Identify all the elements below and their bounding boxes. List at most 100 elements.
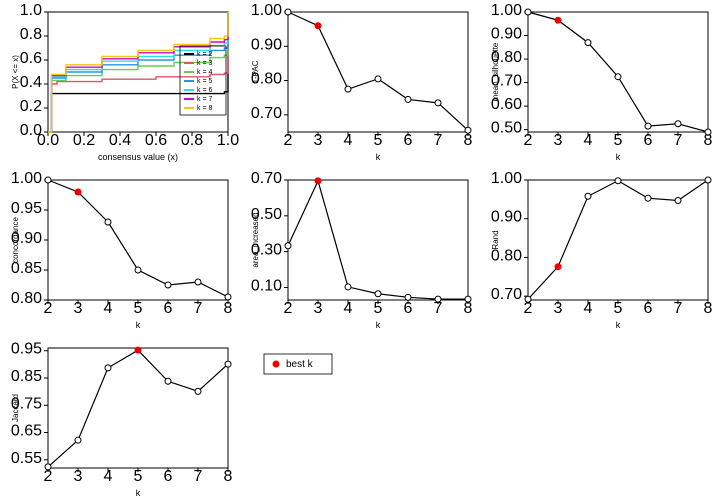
- area-line: [288, 181, 468, 299]
- x-axis-label: consensus value (x): [98, 152, 178, 162]
- y-axis-label: Jaccard: [11, 394, 20, 422]
- plot-frame: [528, 12, 708, 132]
- silhouette-line: [528, 12, 708, 132]
- y-tick-label: 0.95: [11, 341, 42, 358]
- x-tick-label: 4: [584, 300, 593, 317]
- x-tick-label: 5: [614, 300, 623, 317]
- cdf-legend-item: k = 6: [197, 87, 212, 94]
- y-tick-label: 0.8: [20, 26, 42, 43]
- data-point: [195, 388, 201, 394]
- y-tick-label: 0.85: [11, 368, 42, 385]
- x-tick-label: 6: [404, 300, 413, 317]
- data-point: [375, 291, 381, 297]
- y-tick-label: 1.00: [11, 170, 42, 187]
- data-point: [585, 40, 591, 46]
- x-tick-label: 4: [344, 132, 353, 149]
- x-tick-label: 3: [74, 468, 83, 485]
- y-tick-label: 0.90: [251, 36, 282, 53]
- x-tick-label: 5: [134, 300, 143, 317]
- x-tick-label: 8: [464, 132, 473, 149]
- x-tick-label: 6: [644, 300, 653, 317]
- data-point: [465, 127, 471, 133]
- data-point: [645, 123, 651, 129]
- y-tick-label: 0.50: [491, 120, 522, 137]
- cdf-legend-item: k = 7: [197, 96, 212, 103]
- y-tick-label: 0.70: [251, 105, 282, 122]
- x-tick-label: 6: [404, 132, 413, 149]
- x-axis-label: k: [616, 152, 621, 162]
- data-point: [435, 100, 441, 106]
- data-point: [105, 219, 111, 225]
- data-point: [615, 74, 621, 80]
- x-tick-label: 5: [134, 468, 143, 485]
- x-axis-label: k: [376, 320, 381, 330]
- cdf-legend-item: k = 8: [197, 105, 212, 112]
- x-tick-label: 2: [44, 468, 53, 485]
- y-tick-label: 0.4: [20, 74, 42, 91]
- y-tick-label: 0.6: [20, 50, 42, 67]
- x-tick-label: 3: [74, 300, 83, 317]
- data-point: [705, 177, 711, 183]
- x-axis-label: k: [136, 320, 141, 330]
- x-tick-label: 0.2: [73, 132, 95, 149]
- y-axis-label: Rand: [491, 230, 500, 249]
- y-axis-label: mean_silhouette: [491, 42, 500, 101]
- best-k-point: [315, 23, 321, 29]
- y-tick-label: 0.90: [491, 26, 522, 43]
- data-point: [45, 177, 51, 183]
- x-tick-label: 4: [104, 468, 113, 485]
- data-point: [405, 96, 411, 102]
- x-axis-label: k: [376, 152, 381, 162]
- plot-frame: [288, 180, 468, 300]
- y-tick-label: 0.95: [11, 200, 42, 217]
- x-axis-label: k: [616, 320, 621, 330]
- best-k-point: [75, 189, 81, 195]
- x-tick-label: 7: [674, 300, 683, 317]
- y-tick-label: 0.55: [11, 450, 42, 467]
- data-point: [285, 9, 291, 15]
- cdf-legend-item: k = 5: [197, 78, 212, 85]
- y-axis-label: concordance: [11, 217, 20, 263]
- best-k-point: [555, 17, 561, 23]
- data-point: [615, 178, 621, 184]
- plot-frame: [48, 348, 228, 468]
- x-tick-label: 4: [344, 300, 353, 317]
- bestk-legend-label: best k: [286, 359, 314, 370]
- silhouette-panel: 23456780.500.600.700.800.901.00kmean_sil…: [480, 0, 720, 168]
- x-tick-label: 4: [584, 132, 593, 149]
- x-tick-label: 4: [104, 300, 113, 317]
- data-point: [105, 365, 111, 371]
- rand-line: [528, 180, 708, 299]
- y-tick-label: 0.10: [251, 277, 282, 294]
- x-tick-label: 3: [314, 300, 323, 317]
- pac-line: [288, 12, 468, 130]
- concordance-panel: 23456780.800.850.900.951.00kconcordance: [0, 168, 240, 336]
- pac-panel: 23456780.700.800.901.00k1-PAC: [240, 0, 480, 168]
- area-panel: 23456780.100.300.500.70karea_increased: [240, 168, 480, 336]
- x-tick-label: 1.0: [217, 132, 239, 149]
- x-tick-label: 7: [194, 300, 203, 317]
- x-tick-label: 6: [164, 300, 173, 317]
- data-point: [525, 296, 531, 302]
- data-point: [195, 279, 201, 285]
- panel-grid: 0.00.20.40.60.81.00.00.20.40.60.81.0cons…: [0, 0, 720, 504]
- y-tick-label: 1.00: [251, 2, 282, 19]
- x-tick-label: 0.8: [181, 132, 203, 149]
- data-point: [585, 193, 591, 199]
- x-tick-label: 5: [374, 132, 383, 149]
- best-k-point: [555, 264, 561, 270]
- x-tick-label: 8: [224, 468, 233, 485]
- data-point: [285, 243, 291, 249]
- data-point: [135, 267, 141, 273]
- y-axis-label: area_increased: [251, 212, 260, 267]
- x-tick-label: 0.6: [145, 132, 167, 149]
- best-k-point: [315, 178, 321, 184]
- y-tick-label: 0.90: [491, 209, 522, 226]
- x-tick-label: 2: [284, 300, 293, 317]
- y-axis-label: P(X <= x): [11, 55, 20, 89]
- data-point: [645, 195, 651, 201]
- y-tick-label: 1.00: [491, 2, 522, 19]
- y-tick-label: 0.0: [20, 122, 42, 139]
- best-k-point: [135, 347, 141, 353]
- x-tick-label: 7: [434, 132, 443, 149]
